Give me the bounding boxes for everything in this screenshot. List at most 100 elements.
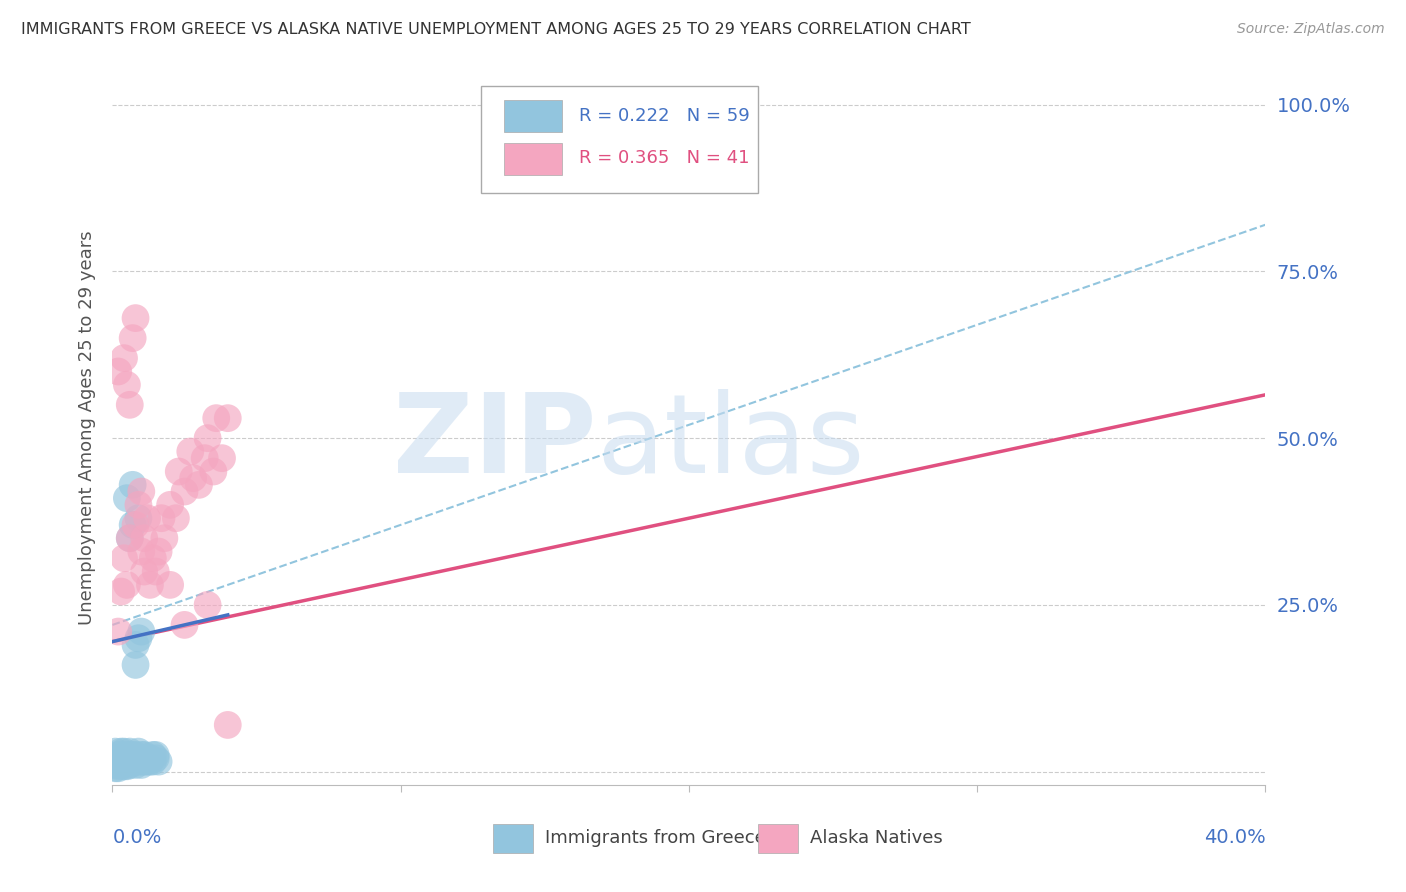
Point — [115, 759, 138, 773]
Point — [124, 517, 146, 532]
Text: ZIP: ZIP — [394, 389, 596, 496]
Point — [107, 751, 129, 765]
Point — [127, 511, 149, 525]
Point — [136, 755, 159, 769]
Point — [112, 755, 135, 769]
Point — [121, 517, 143, 532]
Point — [121, 478, 143, 492]
Point — [217, 718, 239, 732]
Bar — [505, 143, 562, 175]
Y-axis label: Unemployment Among Ages 25 to 29 years: Unemployment Among Ages 25 to 29 years — [77, 231, 96, 625]
Point — [107, 624, 129, 639]
Point — [124, 747, 146, 762]
Point — [197, 431, 219, 445]
Point — [165, 511, 187, 525]
Point — [127, 745, 149, 759]
Point — [118, 531, 141, 545]
Point — [145, 751, 167, 765]
Text: IMMIGRANTS FROM GREECE VS ALASKA NATIVE UNEMPLOYMENT AMONG AGES 25 TO 29 YEARS C: IMMIGRANTS FROM GREECE VS ALASKA NATIVE … — [21, 22, 970, 37]
Point — [202, 465, 225, 479]
Text: 0.0%: 0.0% — [112, 828, 162, 847]
Point — [134, 565, 156, 579]
Point — [167, 465, 190, 479]
Point — [217, 411, 239, 425]
Point — [118, 398, 141, 412]
Point — [136, 511, 159, 525]
Point — [129, 544, 153, 558]
Point — [181, 471, 204, 485]
Point — [134, 755, 156, 769]
Point — [142, 755, 165, 769]
Point — [139, 578, 162, 592]
FancyBboxPatch shape — [481, 86, 758, 193]
Point — [107, 759, 129, 773]
Point — [107, 758, 129, 772]
Point — [118, 758, 141, 772]
Point — [112, 751, 135, 765]
Point — [188, 478, 211, 492]
Point — [110, 758, 132, 772]
Point — [124, 758, 146, 772]
Point — [129, 758, 153, 772]
Point — [124, 311, 146, 326]
Point — [129, 747, 153, 762]
Point — [121, 331, 143, 345]
Point — [173, 484, 195, 499]
Text: 40.0%: 40.0% — [1204, 828, 1265, 847]
Bar — [494, 824, 533, 853]
Point — [139, 751, 162, 765]
Point — [115, 578, 138, 592]
Point — [118, 745, 141, 759]
Point — [127, 498, 149, 512]
Point — [211, 451, 233, 466]
Point — [134, 751, 156, 765]
Point — [127, 755, 149, 769]
Text: R = 0.365   N = 41: R = 0.365 N = 41 — [579, 150, 749, 168]
Point — [112, 551, 135, 566]
Point — [107, 747, 129, 762]
Point — [115, 755, 138, 769]
Bar — [758, 824, 799, 853]
Point — [121, 755, 143, 769]
Point — [110, 584, 132, 599]
Point — [115, 751, 138, 765]
Point — [159, 578, 181, 592]
Point — [124, 751, 146, 765]
Point — [159, 498, 181, 512]
Point — [115, 491, 138, 506]
Point — [118, 531, 141, 545]
Point — [124, 657, 146, 672]
Point — [112, 759, 135, 773]
Point — [124, 638, 146, 652]
Point — [148, 755, 170, 769]
Point — [129, 624, 153, 639]
Point — [118, 751, 141, 765]
Point — [127, 751, 149, 765]
Point — [104, 755, 127, 769]
Point — [121, 747, 143, 762]
Point — [110, 755, 132, 769]
Point — [121, 755, 143, 769]
Point — [194, 451, 217, 466]
Point — [104, 745, 127, 759]
Point — [115, 747, 138, 762]
Point — [129, 484, 153, 499]
Point — [150, 511, 173, 525]
Point — [197, 598, 219, 612]
Text: Immigrants from Greece: Immigrants from Greece — [546, 830, 766, 847]
Point — [205, 411, 228, 425]
Point — [145, 565, 167, 579]
Point — [110, 751, 132, 765]
Point — [136, 751, 159, 765]
Point — [134, 747, 156, 762]
Bar — [505, 100, 562, 132]
Point — [107, 761, 129, 775]
Text: atlas: atlas — [596, 389, 865, 496]
Point — [104, 758, 127, 772]
Point — [107, 364, 129, 378]
Point — [173, 618, 195, 632]
Point — [134, 531, 156, 545]
Point — [104, 761, 127, 775]
Point — [145, 747, 167, 762]
Text: R = 0.222   N = 59: R = 0.222 N = 59 — [579, 107, 751, 125]
